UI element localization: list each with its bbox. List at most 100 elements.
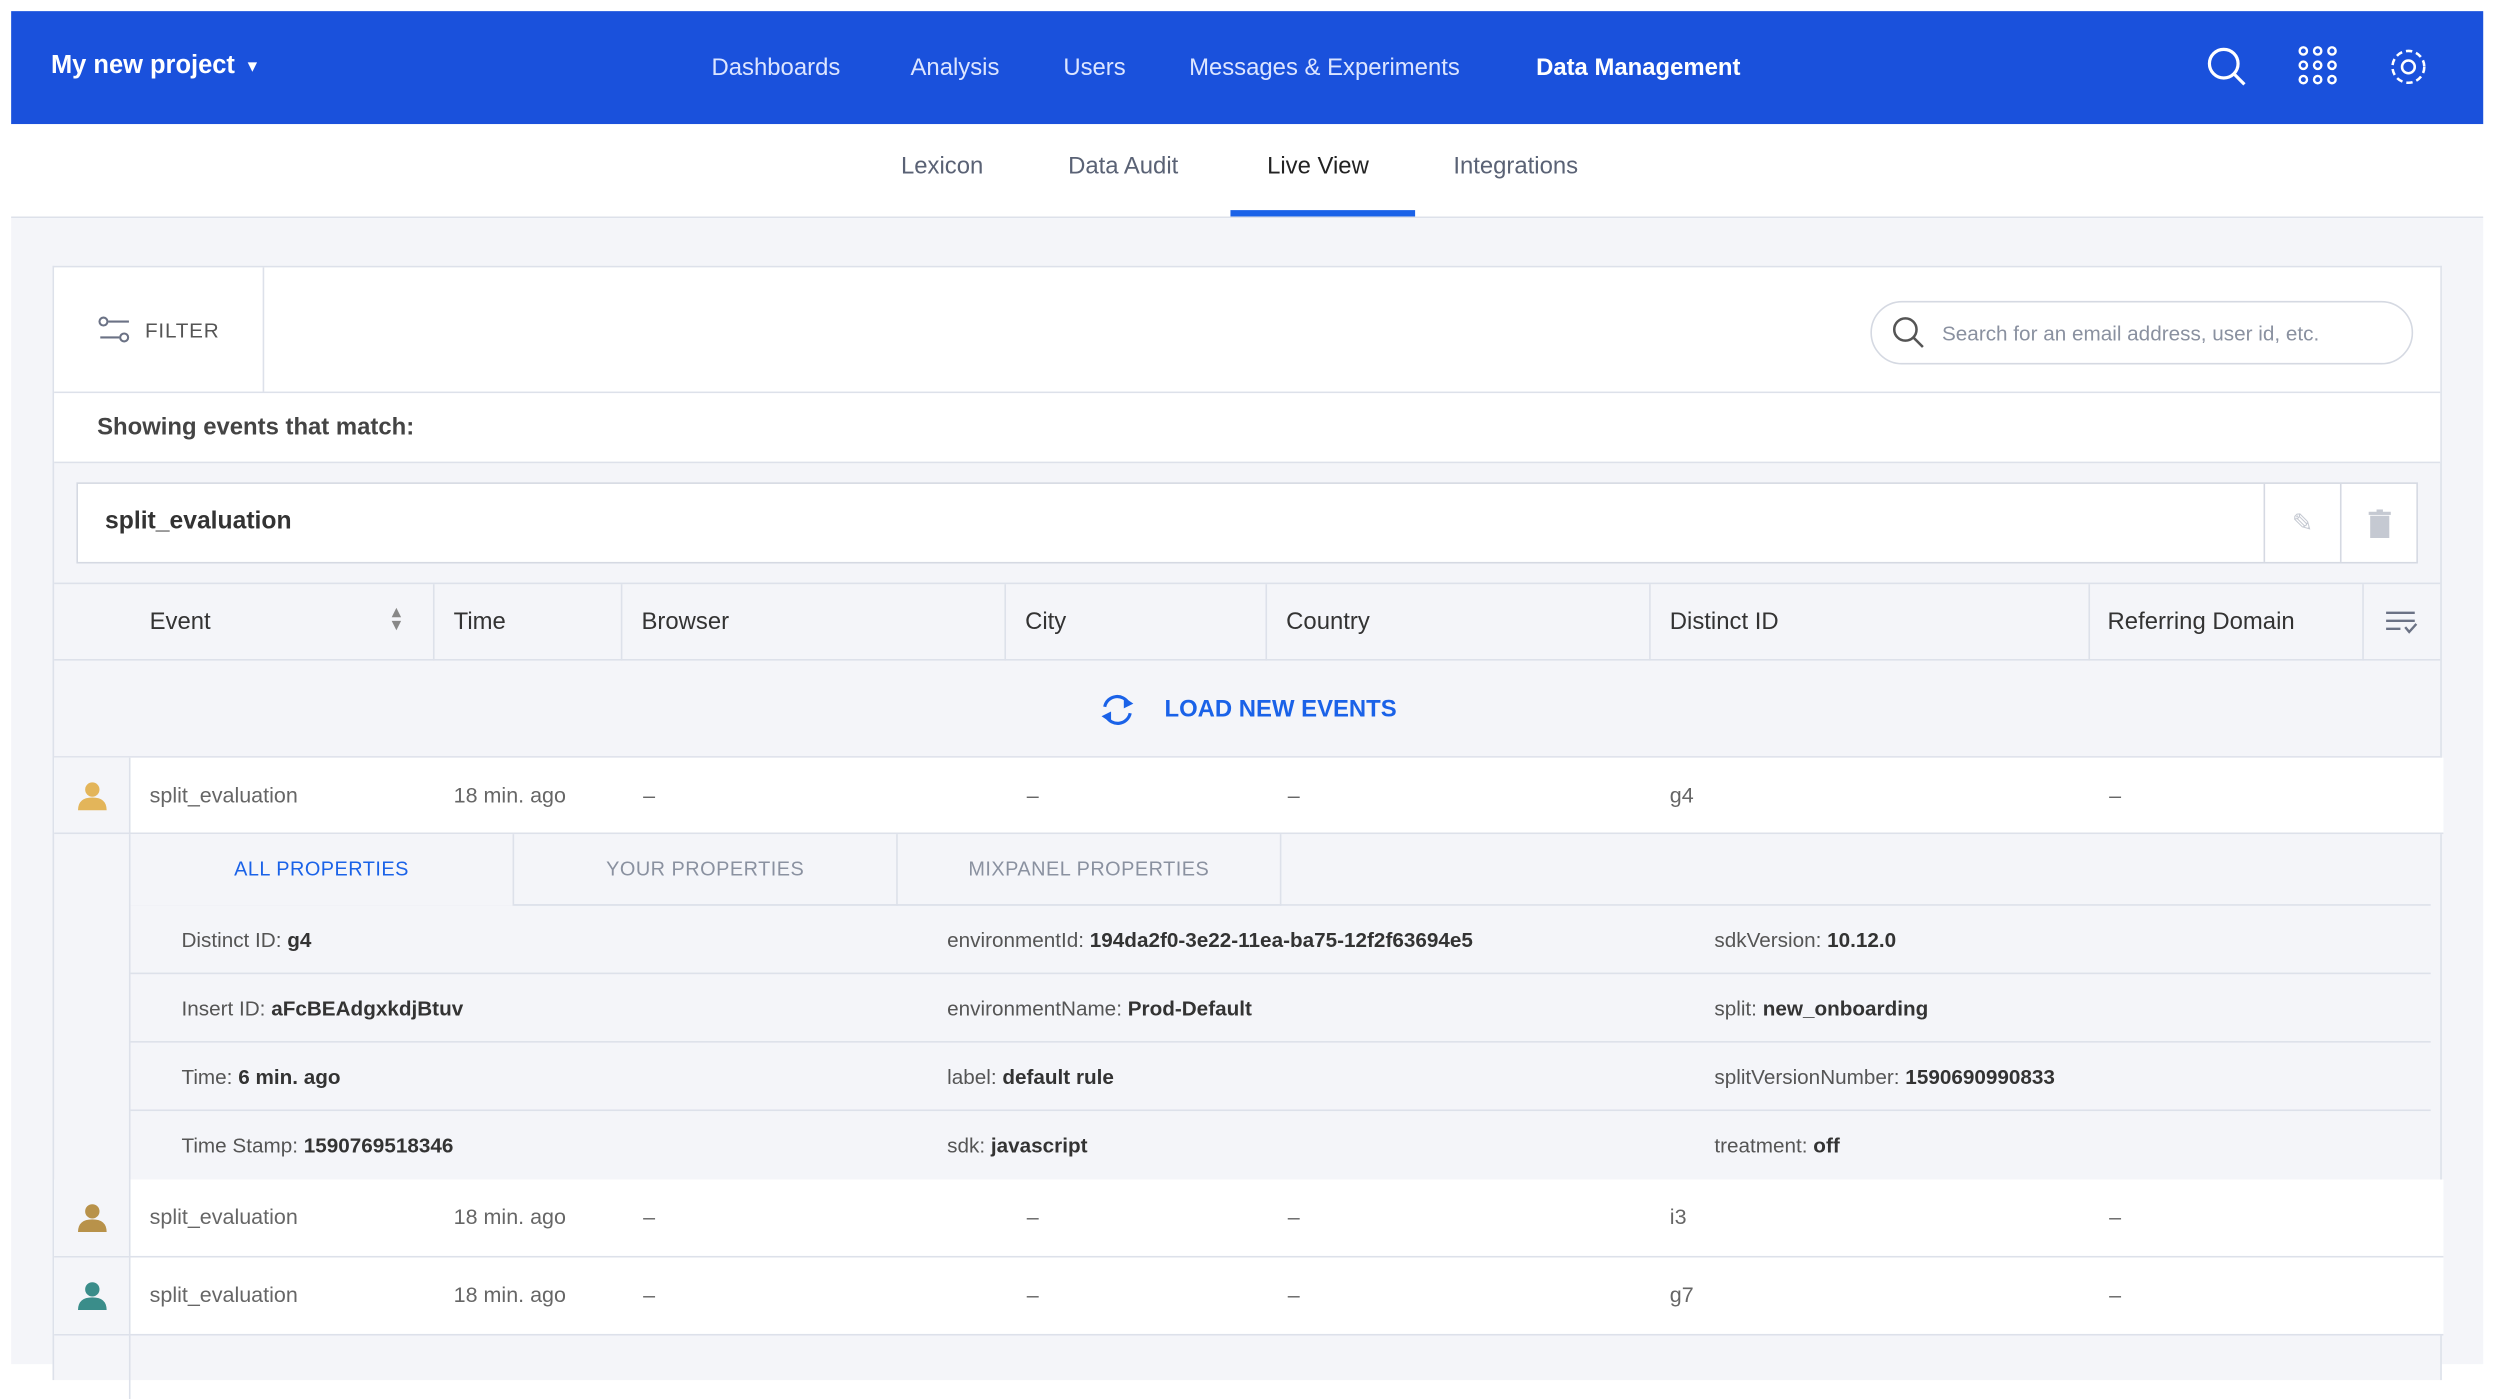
tab-your-properties[interactable]: YOUR PROPERTIES xyxy=(514,834,898,906)
property-value: 6 min. ago xyxy=(238,1064,341,1089)
property-key: treatment: xyxy=(1714,1133,1808,1158)
trash-icon xyxy=(2368,508,2391,538)
property-key: sdkVersion: xyxy=(1714,928,1822,952)
column-time[interactable]: Time xyxy=(453,608,506,636)
column-country[interactable]: Country xyxy=(1286,608,1370,636)
distinct-id-link[interactable]: g7 xyxy=(1669,1282,1694,1307)
search-icon xyxy=(1892,317,1924,348)
column-referring-domain[interactable]: Referring Domain xyxy=(2107,608,2295,636)
property-key: Time Stamp: xyxy=(181,1133,298,1158)
property-key: Insert ID: xyxy=(181,996,266,1021)
property-value: 1590690990833 xyxy=(1905,1064,2055,1089)
property-key: environmentId: xyxy=(947,928,1085,952)
sub-navigation: Lexicon Data Audit Live View Integration… xyxy=(11,124,2484,219)
property-value: new_onboarding xyxy=(1762,996,1929,1021)
event-name: split_evaluation xyxy=(149,783,298,808)
property-row: Insert ID: aFcBEAdgxkdjBtuv environmentN… xyxy=(130,974,2431,1043)
refresh-icon xyxy=(1100,694,1133,725)
project-name: My new project xyxy=(50,52,235,80)
column-distinct-id[interactable]: Distinct ID xyxy=(1669,608,1779,636)
nav-messages-experiments[interactable]: Messages & Experiments xyxy=(1189,54,1460,82)
user-avatar-icon xyxy=(77,1282,107,1311)
property-value: 1590769518346 xyxy=(303,1133,454,1158)
search-icon[interactable] xyxy=(2203,43,2251,91)
property-value[interactable]: g4 xyxy=(287,928,312,952)
event-time: 18 min. ago xyxy=(453,1282,566,1307)
gear-icon[interactable] xyxy=(2385,43,2433,91)
tab-lexicon[interactable]: Lexicon xyxy=(900,152,984,180)
search-input[interactable]: Search for an email address, user id, et… xyxy=(1870,300,2414,365)
event-details: ALL PROPERTIES YOUR PROPERTIES MIXPANEL … xyxy=(54,834,2431,1180)
column-browser[interactable]: Browser xyxy=(641,608,730,636)
property-key: Time: xyxy=(181,1064,233,1089)
tab-live-view[interactable]: Live View xyxy=(1267,152,1369,180)
apps-grid-icon[interactable] xyxy=(2294,43,2342,91)
referring-domain-value: – xyxy=(2109,1282,2122,1307)
tab-mixpanel-properties[interactable]: MIXPANEL PROPERTIES xyxy=(897,834,1282,906)
nav-dashboards[interactable]: Dashboards xyxy=(711,54,841,82)
property-row: Time Stamp: 1590769518346 sdk: javascrip… xyxy=(131,1111,2431,1179)
showing-label: Showing events that match: xyxy=(54,393,2441,464)
edit-button[interactable]: ✎ xyxy=(2263,483,2340,562)
table-row[interactable]: split_evaluation 18 min. ago – – – g7 – xyxy=(54,1257,2444,1336)
filter-bar: FILTER Search for an email address, user… xyxy=(54,267,2441,394)
city-value: – xyxy=(1026,1282,1039,1307)
delete-button[interactable] xyxy=(2339,483,2418,562)
referring-domain-value: – xyxy=(2109,1204,2122,1229)
top-navigation-bar: My new project ▼ Dashboards Analysis User… xyxy=(11,11,2484,125)
property-key: label: xyxy=(947,1064,997,1089)
load-new-events-label: LOAD NEW EVENTS xyxy=(1164,695,1397,723)
event-match-box: split_evaluation ✎ xyxy=(76,482,2418,564)
table-row[interactable]: split_evaluation 18 min. ago – – – g4 – xyxy=(54,757,2444,835)
search-placeholder: Search for an email address, user id, et… xyxy=(1941,320,2320,345)
browser-value: – xyxy=(643,783,656,808)
content-area: FILTER Search for an email address, user… xyxy=(11,218,2484,1399)
nav-analysis[interactable]: Analysis xyxy=(910,54,1000,82)
property-value: aFcBEAdgxkdjBtuv xyxy=(271,996,464,1021)
column-city[interactable]: City xyxy=(1025,608,1067,636)
distinct-id-link[interactable]: g4 xyxy=(1669,783,1694,808)
property-value: 10.12.0 xyxy=(1827,928,1897,952)
matched-event-name: split_evaluation xyxy=(105,507,292,535)
country-value: – xyxy=(1287,1204,1300,1229)
event-name: split_evaluation xyxy=(149,1204,298,1229)
filter-label: FILTER xyxy=(144,317,220,342)
project-selector[interactable]: My new project ▼ xyxy=(51,53,260,82)
nav-data-management[interactable]: Data Management xyxy=(1536,54,1741,82)
event-name: split_evaluation xyxy=(149,1282,298,1307)
sort-icon[interactable]: ▴ ▾ xyxy=(391,600,402,636)
event-time: 18 min. ago xyxy=(453,1204,566,1229)
property-key: Distinct ID: xyxy=(181,928,282,952)
property-key: split: xyxy=(1714,996,1757,1021)
event-time: 18 min. ago xyxy=(453,783,566,808)
load-new-events-button[interactable]: LOAD NEW EVENTS xyxy=(54,662,2441,758)
tab-data-audit[interactable]: Data Audit xyxy=(1068,152,1179,180)
property-value: default rule xyxy=(1002,1064,1114,1089)
column-settings-icon[interactable] xyxy=(2385,608,2420,637)
column-event[interactable]: Event xyxy=(149,608,211,636)
property-key: environmentName: xyxy=(947,996,1122,1021)
property-row: Time: 6 min. ago label: default rule spl… xyxy=(130,1043,2431,1112)
user-avatar-icon xyxy=(77,1204,107,1233)
country-value: – xyxy=(1287,1282,1300,1307)
browser-value: – xyxy=(643,1204,656,1229)
filter-button[interactable]: FILTER xyxy=(54,267,265,392)
table-row[interactable]: split_evaluation 18 min. ago – – – i3 – xyxy=(54,1179,2444,1258)
nav-users[interactable]: Users xyxy=(1063,54,1126,82)
user-avatar-icon xyxy=(77,782,107,811)
active-tab-indicator xyxy=(1230,210,1416,217)
tab-all-properties[interactable]: ALL PROPERTIES xyxy=(130,834,515,906)
referring-domain-value: – xyxy=(2109,783,2122,808)
country-value: – xyxy=(1287,783,1300,808)
property-value: Prod-Default xyxy=(1127,996,1252,1021)
caret-down-icon: ▼ xyxy=(244,58,261,76)
pencil-icon: ✎ xyxy=(2291,510,2314,538)
filter-sliders-icon xyxy=(98,316,130,343)
property-key: splitVersionNumber: xyxy=(1714,1064,1900,1089)
tab-integrations[interactable]: Integrations xyxy=(1453,152,1579,180)
property-value: 194da2f0-3e22-11ea-ba75-12f2f63694e5 xyxy=(1089,928,1473,952)
distinct-id-link[interactable]: i3 xyxy=(1669,1204,1687,1229)
table-header: Event ▴ ▾ Time Browser City Country Disti… xyxy=(54,582,2441,661)
property-key: sdk: xyxy=(947,1133,986,1158)
city-value: – xyxy=(1026,783,1039,808)
